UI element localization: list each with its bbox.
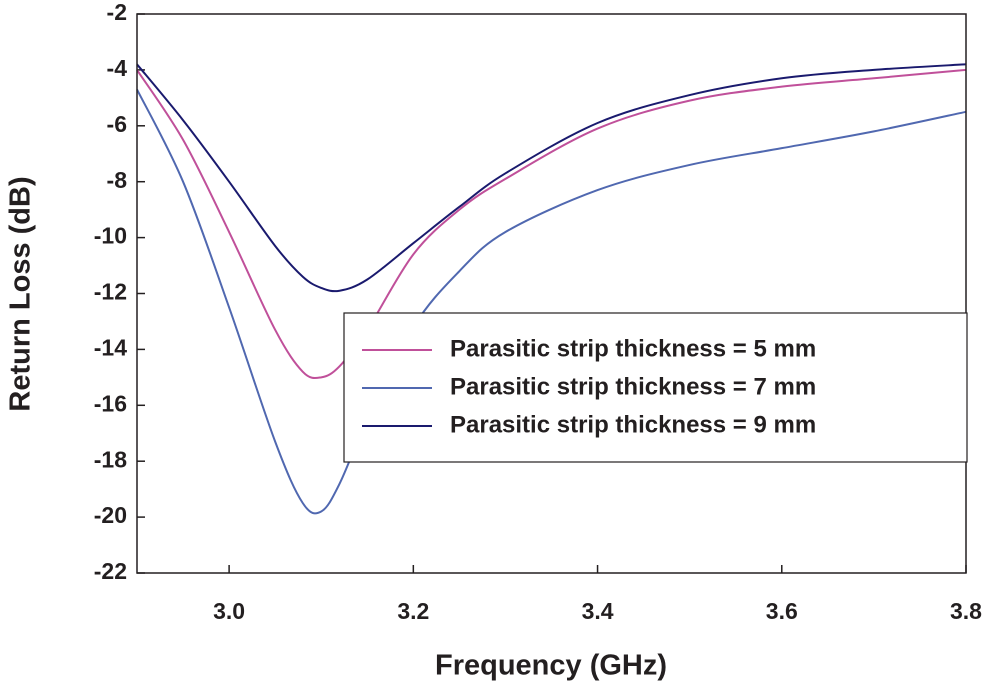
x-axis-title: Frequency (GHz) — [435, 650, 667, 682]
legend-box — [343, 312, 968, 463]
y-tick-label: -10 — [94, 223, 127, 249]
y-tick-label: -6 — [107, 111, 127, 137]
series-line — [136, 68, 967, 380]
x-tick-label: 3.2 — [397, 598, 429, 624]
y-tick-label: -12 — [94, 279, 127, 305]
series-line — [136, 63, 967, 293]
y-tick-label: -22 — [94, 558, 127, 584]
x-tick-label: 3.6 — [766, 598, 798, 624]
y-tick-label: -2 — [107, 0, 127, 25]
legend-label: Parasitic strip thickness = 7 mm — [450, 373, 816, 400]
y-tick-label: -16 — [94, 390, 127, 416]
y-tick-label: -20 — [94, 502, 127, 528]
y-tick-label: -18 — [94, 446, 127, 472]
y-tick-label: -14 — [94, 334, 127, 360]
y-axis-title: Return Loss (dB) — [5, 176, 37, 411]
legend-label: Parasitic strip thickness = 5 mm — [450, 335, 816, 362]
x-tick-label: 3.8 — [950, 598, 982, 624]
y-tick-label: -8 — [107, 167, 128, 193]
x-tick-label: 3.0 — [213, 598, 245, 624]
y-tick-label: -4 — [107, 55, 128, 81]
x-tick-label: 3.4 — [582, 598, 614, 624]
plot-frame — [136, 13, 967, 574]
legend-label: Parasitic strip thickness = 9 mm — [450, 411, 816, 438]
